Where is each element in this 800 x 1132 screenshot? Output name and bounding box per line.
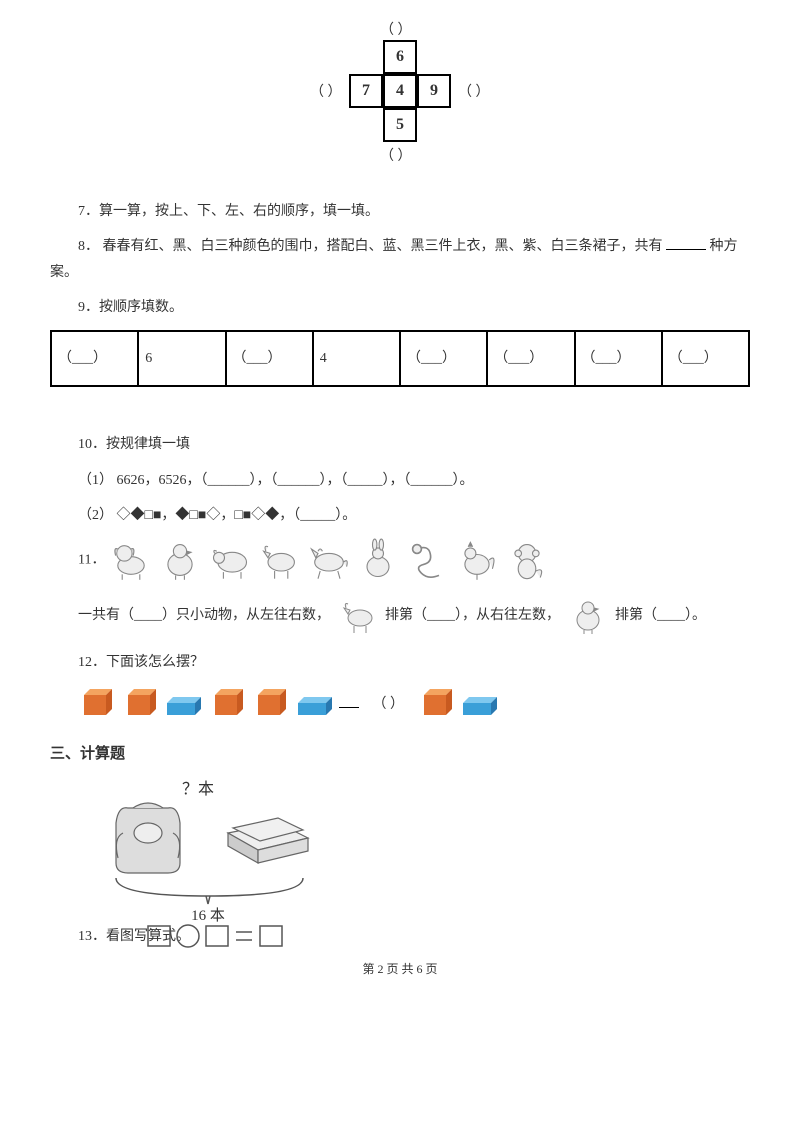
- animal-goat: [257, 538, 301, 582]
- seq-cell-7: （___）: [575, 331, 662, 386]
- seq-cell-3: （___）: [226, 331, 313, 386]
- cube-orange: [209, 687, 247, 717]
- q8-blank: [666, 236, 706, 250]
- cube-orange: [418, 687, 456, 717]
- seq-cell-8: （___）: [662, 331, 749, 386]
- cross-right: 9: [417, 74, 451, 108]
- paren-right: （ ）: [458, 80, 490, 105]
- cross-top: 6: [383, 40, 417, 74]
- seq-cell-4: 4: [313, 331, 400, 386]
- q13-total: 16 本: [191, 907, 225, 924]
- q8-text: 8． 春春有红、黑、白三种颜色的围巾，搭配白、蓝、黑三件上衣，黑、紫、白三条裙子…: [50, 234, 750, 284]
- q13-question-mark: ？本: [182, 780, 214, 798]
- q13-figure: ？本 16 本: [78, 778, 750, 948]
- paren-left: （ ）: [310, 80, 342, 105]
- q10-title: 10．按规律填一填: [50, 432, 750, 457]
- q7-cross-figure: （ ） 6 （ ） 7 4 9 （ ） 5 （ ）: [50, 40, 750, 189]
- seq-cell-2: 6: [138, 331, 225, 386]
- q10-line2: （2） ◇◆□■，◆□■◇，□■◇◆，（_____）。: [50, 503, 750, 528]
- animal-chick: [158, 538, 202, 582]
- section-3-title: 三、计算题: [50, 741, 750, 768]
- animal-snake: [406, 538, 450, 582]
- q12-title: 12．下面该怎么摆？: [50, 650, 750, 675]
- animal-sheep: [208, 538, 252, 582]
- q11-line: 一共有（____）只小动物，从左往右数， 排第（____），从右往左数， 排第（…: [78, 596, 750, 636]
- q8-pre: 8． 春春有红、黑、白三种颜色的围巾，搭配白、蓝、黑三件上衣，黑、紫、白三条裙子…: [78, 239, 666, 254]
- q12-blank-space: [339, 694, 359, 708]
- animal-rooster: [455, 538, 499, 582]
- cube-blue: [165, 687, 203, 717]
- cross-left: 7: [349, 74, 383, 108]
- q10-line1: （1） 6626，6526，（______），（______），（_____），…: [50, 468, 750, 493]
- q12-gap-label: （ ）: [373, 697, 405, 712]
- cross-center: 4: [383, 74, 417, 108]
- q11-animals-row: 11．: [78, 538, 750, 582]
- cube-orange: [122, 687, 160, 717]
- q9-sequence-table: （___） 6 （___） 4 （___） （___） （___） （___）: [50, 330, 750, 387]
- q11-pre: 一共有（____）只小动物，从左往右数，: [78, 608, 330, 623]
- q9-text: 9．按顺序填数。: [50, 295, 750, 320]
- inline-goat-icon: [338, 596, 378, 636]
- seq-cell-6: （___）: [487, 331, 574, 386]
- animal-horse: [307, 538, 351, 582]
- cube-orange: [252, 687, 290, 717]
- seq-cell-5: （___）: [400, 331, 487, 386]
- cube-blue: [461, 687, 499, 717]
- cube-blue: [296, 687, 334, 717]
- seq-cell-1: （___）: [51, 331, 138, 386]
- animal-dog: [109, 538, 153, 582]
- q11-num: 11．: [78, 552, 105, 567]
- animal-rabbit: [356, 538, 400, 582]
- q11-mid: 排第（____），从右往左数，: [385, 608, 560, 623]
- cube-orange: [78, 687, 116, 717]
- animal-monkey: [505, 538, 549, 582]
- paren-bottom: （ ）: [380, 144, 412, 169]
- cross-bottom: 5: [383, 108, 417, 142]
- q7-text: 7．算一算，按上、下、左、右的顺序，填一填。: [50, 199, 750, 224]
- inline-chick-icon: [568, 596, 608, 636]
- q11-end: 排第（____）。: [615, 608, 706, 623]
- q12-cubes: （ ）: [78, 687, 750, 717]
- page-footer: 第 2 页 共 6 页: [50, 959, 750, 981]
